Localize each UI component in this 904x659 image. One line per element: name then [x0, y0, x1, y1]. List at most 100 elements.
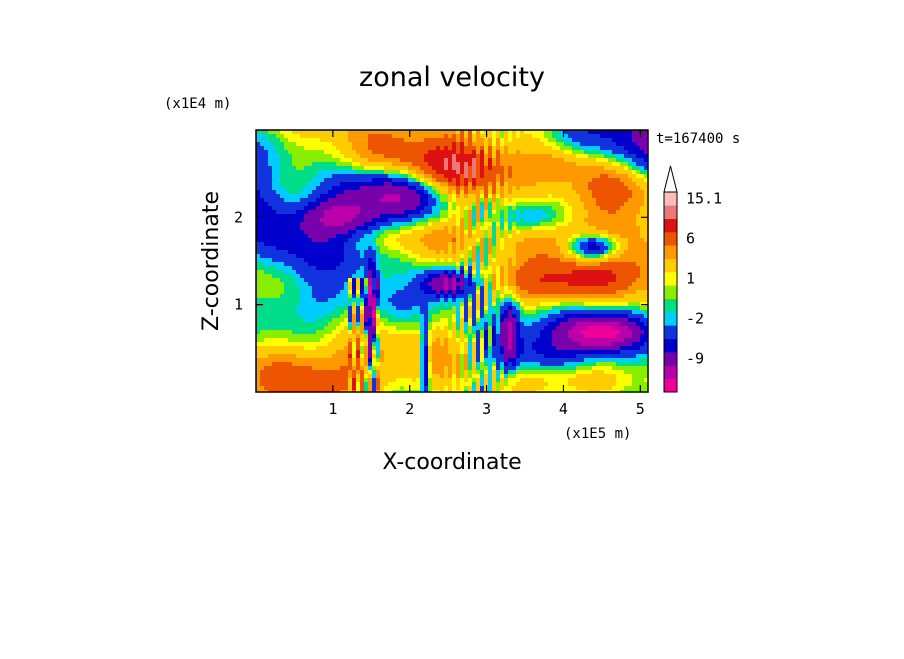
field-cell [584, 286, 589, 291]
field-cell [404, 214, 409, 219]
field-cell [444, 162, 449, 167]
field-cell [516, 174, 521, 179]
field-cell [268, 290, 273, 295]
field-cell [476, 218, 481, 223]
field-cell [412, 294, 417, 299]
field-cell [588, 138, 593, 143]
field-cell [280, 238, 285, 243]
field-cell [376, 314, 381, 319]
field-cell [324, 206, 329, 211]
field-cell [360, 138, 365, 143]
field-cell [604, 182, 609, 187]
field-cell [444, 246, 449, 251]
field-cell [348, 238, 353, 243]
field-cell [544, 326, 549, 331]
field-cell [368, 154, 373, 159]
field-cell [364, 246, 369, 251]
field-cell [288, 174, 293, 179]
field-cell [284, 286, 289, 291]
field-cell [612, 174, 617, 179]
field-cell [464, 150, 469, 155]
field-cell [260, 230, 265, 235]
field-cell [492, 278, 497, 283]
field-cell [612, 294, 617, 299]
field-cell [412, 234, 417, 239]
field-cell [344, 250, 349, 255]
field-cell [348, 158, 353, 163]
field-cell [296, 222, 301, 227]
field-cell [620, 310, 625, 315]
field-cell [584, 270, 589, 275]
field-cell [516, 186, 521, 191]
field-cell [484, 198, 489, 203]
field-cell [556, 326, 561, 331]
field-cell [608, 306, 613, 311]
field-cell [376, 134, 381, 139]
field-cell [460, 138, 465, 143]
field-cell [512, 294, 517, 299]
field-cell [496, 246, 501, 251]
field-cell [436, 218, 441, 223]
field-cell [596, 274, 601, 279]
field-cell [272, 130, 277, 135]
field-cell [272, 238, 277, 243]
field-cell [420, 182, 425, 187]
field-cell [480, 294, 485, 299]
field-cell [308, 306, 313, 311]
field-cell [392, 310, 397, 315]
field-cell [552, 238, 557, 243]
field-cell [420, 322, 425, 327]
field-cell [404, 222, 409, 227]
field-cell [520, 310, 525, 315]
field-cell [488, 242, 493, 247]
field-cell [592, 302, 597, 307]
field-cell [432, 214, 437, 219]
field-cell [256, 138, 261, 143]
field-cell [428, 198, 433, 203]
field-cell [556, 270, 561, 275]
field-cell [448, 318, 453, 323]
field-cell [548, 218, 553, 223]
field-cell [516, 190, 521, 195]
field-cell [316, 290, 321, 295]
field-cell [256, 194, 261, 199]
field-cell [356, 186, 361, 191]
field-cell [376, 270, 381, 275]
field-cell [496, 254, 501, 259]
field-cell [536, 250, 541, 255]
field-cell [608, 266, 613, 271]
field-cell [628, 242, 633, 247]
field-cell [548, 178, 553, 183]
field-cell [476, 326, 481, 331]
field-cell [456, 234, 461, 239]
field-cell [440, 282, 445, 287]
field-cell [504, 146, 509, 151]
field-cell [584, 182, 589, 187]
field-cell [264, 158, 269, 163]
field-cell [288, 282, 293, 287]
field-cell [644, 314, 648, 319]
field-cell [256, 270, 261, 275]
field-cell [344, 326, 349, 331]
field-cell [284, 278, 289, 283]
field-cell [508, 322, 513, 327]
field-cell [632, 198, 637, 203]
field-cell [616, 142, 621, 147]
field-cell [452, 162, 457, 167]
field-cell [320, 198, 325, 203]
field-cell [408, 322, 413, 327]
field-cell [456, 178, 461, 183]
field-cell [468, 226, 473, 231]
field-cell [444, 302, 449, 307]
field-cell [328, 214, 333, 219]
field-cell [504, 182, 509, 187]
field-cell [588, 286, 593, 291]
field-cell [352, 134, 357, 139]
field-cell [644, 234, 648, 239]
field-cell [540, 134, 545, 139]
field-cell [364, 174, 369, 179]
field-cell [292, 298, 297, 303]
field-cell [376, 154, 381, 159]
field-cell [404, 134, 409, 139]
field-cell [480, 130, 485, 135]
